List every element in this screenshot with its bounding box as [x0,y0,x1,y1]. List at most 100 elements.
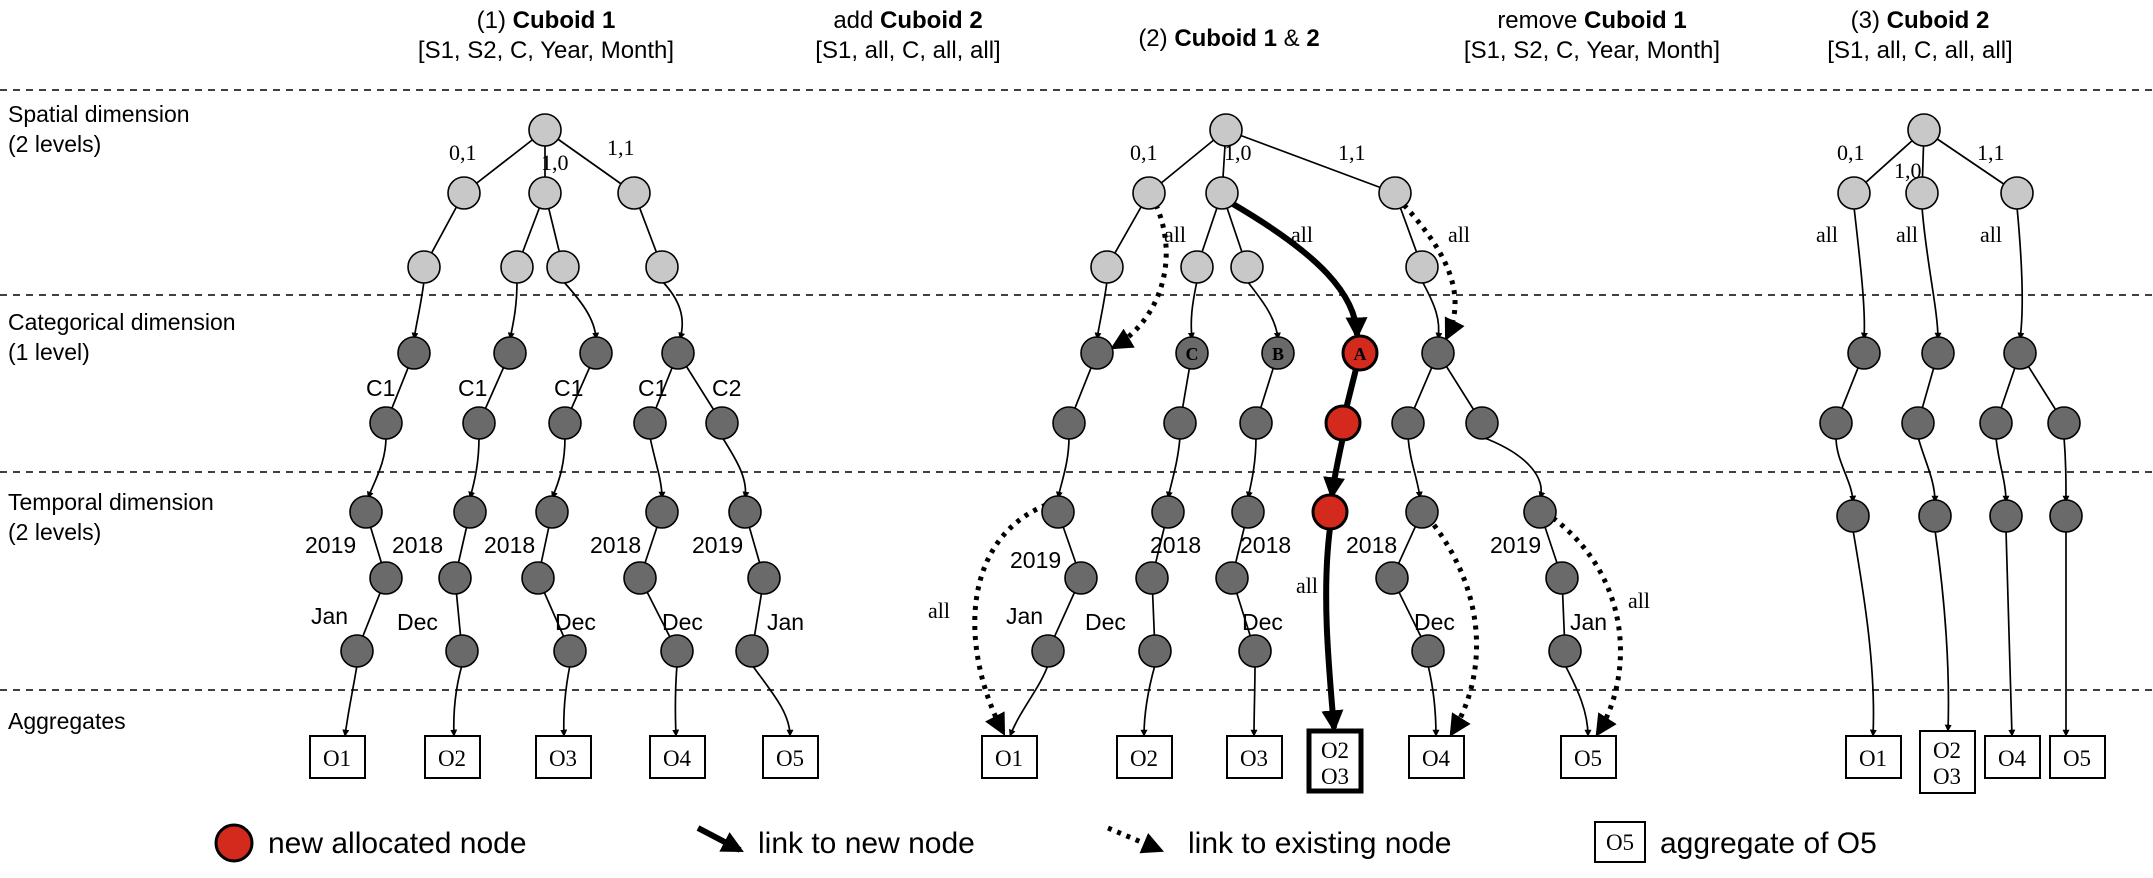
node-categorical [705,406,739,440]
arrow [468,436,480,499]
edge-label: 2019 [1490,532,1541,558]
node-categorical [579,336,613,370]
arrow [1481,436,1546,499]
node-spatial [1205,176,1239,210]
node-spatial [528,176,562,210]
link-new [1321,527,1344,733]
arrow [2062,436,2070,503]
header-step3-prefix: (3) [1851,7,1887,34]
node-spatial [1090,250,1124,284]
band-categorical-title: Categorical dimension [8,309,236,335]
aggregate-box [1984,735,2041,779]
edge-label: 2018 [1150,532,1201,558]
header-step1: (1) Cuboid 1 [S1, S2, C, Year, Month] [418,7,674,64]
link-existing [972,502,1047,736]
aggregate-box [649,735,706,779]
node-categorical [369,406,403,440]
band-temporal-title: Temporal dimension [8,489,214,515]
edge-label: all [1448,222,1470,247]
svg-text:(1) Cuboid 1: (1) Cuboid 1 [477,7,616,34]
node-categorical [633,406,667,440]
new-node [1324,404,1362,442]
edge-label: 2018 [392,532,443,558]
node-temporal [623,561,657,595]
node-temporal [735,634,769,668]
node-categorical [1819,406,1853,440]
aggregate-box [424,735,481,779]
node-categorical [1239,406,1273,440]
node-spatial [617,176,651,210]
node-categorical [1421,336,1455,370]
header-step2-prefix: (2) [1138,25,1174,52]
arrow [1427,664,1440,737]
node-categorical [1052,406,1086,440]
node-temporal [1405,495,1439,529]
edge-label: 2018 [590,532,641,558]
edge-label: Dec [662,609,703,635]
node-temporal [1548,634,1582,668]
node-spatial [1405,250,1439,284]
node-temporal [1041,495,1075,529]
node-spatial [447,176,481,210]
node-temporal [445,634,479,668]
arrow [560,664,571,737]
arrow [1835,436,1857,503]
aggregate-box [2049,735,2106,779]
arrow [1852,529,1877,737]
edge-label: all [928,598,950,623]
arrow [721,436,750,499]
new-node [1311,493,1349,531]
aggregate-label: O3 [1240,746,1268,771]
node-temporal [747,561,781,595]
edge-label: 1,0 [1894,158,1922,183]
node-categorical [2003,336,2037,370]
edge-label: 0,1 [1130,140,1158,165]
edge-label: Jan [311,603,348,629]
edge-label: all [1291,222,1313,247]
node-categorical [1163,406,1197,440]
edge-label: Jan [1570,609,1607,635]
header-add-dims: [S1, all, C, all, all] [815,37,1000,64]
node-categorical [397,336,431,370]
arrow [342,664,358,737]
band-categorical-levels: (1 level) [8,339,90,365]
node-temporal [1231,495,1265,529]
header-add-prefix: add [833,7,880,34]
node-temporal [1151,495,1185,529]
aggregate-label: O2 [1321,738,1349,763]
node-spatial [1837,176,1871,210]
svg-text:(3) Cuboid 2: (3) Cuboid 2 [1851,7,1990,34]
node-spatial [1180,250,1214,284]
arrow [751,664,794,737]
legend-new-node-label: new allocated node [268,827,527,860]
edge-label: 1,1 [1977,140,2005,165]
aggregate-box-merged [1919,730,1976,794]
arrow [1934,529,1952,732]
node-temporal [1238,634,1272,668]
edge-label: Dec [1414,609,1455,635]
edge-label: 2018 [484,532,535,558]
node-spatial [1907,113,1941,147]
new-node-a [1341,334,1379,372]
aggregate-box [1226,735,1283,779]
node-spatial [1209,113,1243,147]
edge-label: 0,1 [449,140,477,165]
aggregate-label: O2 [1933,738,1961,763]
node-temporal [535,495,569,529]
edge-label: Jan [767,609,804,635]
node-spatial [546,250,580,284]
aggregate-label: O1 [1859,746,1887,771]
edge-label: C1 [458,375,487,401]
arrow [1246,280,1281,340]
node-temporal [1138,634,1172,668]
header-step1-prefix: (1) [477,7,513,34]
edge-label: 2019 [305,532,356,558]
node-temporal [369,561,403,595]
edge [1923,129,2018,194]
node-temporal [1523,495,1557,529]
edge-label: 1,0 [541,150,569,175]
edge-label: 2019 [692,532,743,558]
arrow [1140,664,1156,737]
edge-label: Dec [1242,609,1283,635]
aggregate-label: O4 [663,746,692,771]
